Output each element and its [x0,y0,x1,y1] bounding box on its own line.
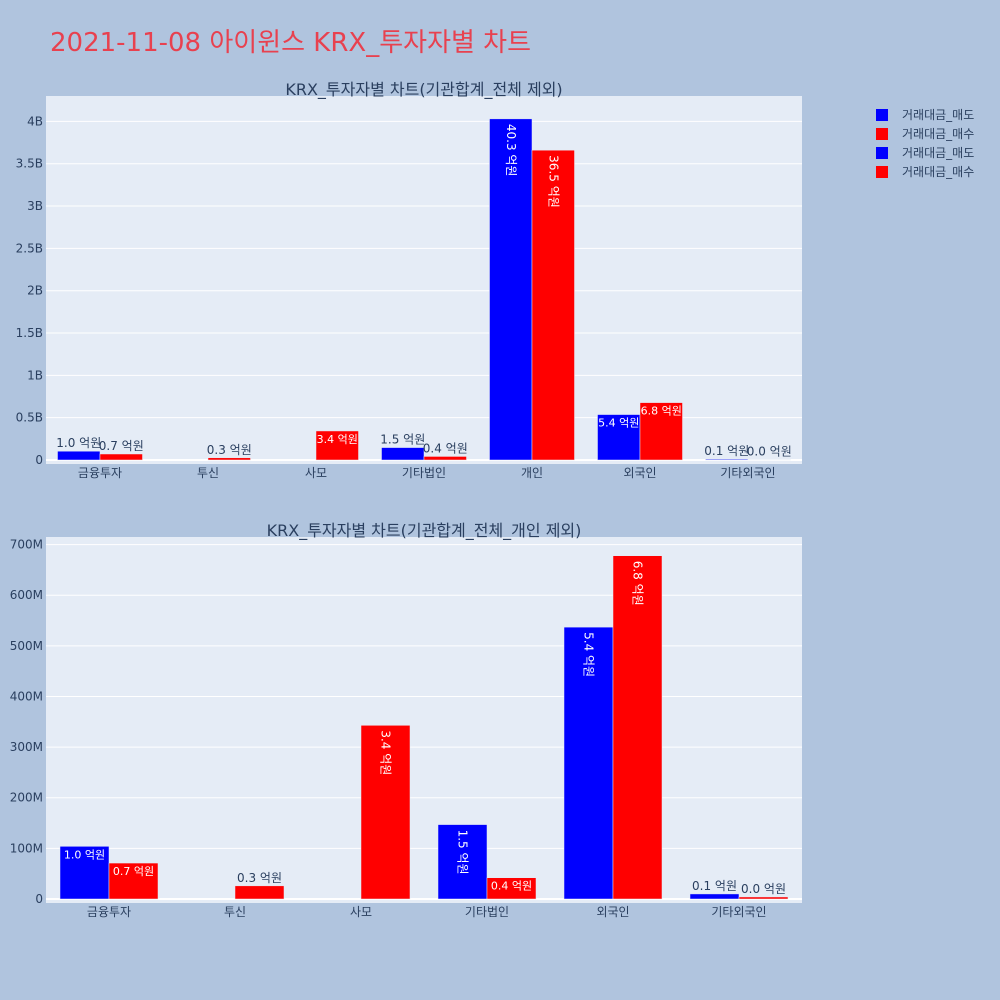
bar-buy [423,456,467,461]
x-tick-label: 금융투자 [78,466,122,480]
x-tick-label: 사모 [305,466,327,480]
data-label: 1.0 억원 [56,436,101,450]
y-tick-label: 4B [27,114,43,128]
legend-label: 거래대금_매도 [902,146,974,160]
bar-buy [612,555,663,900]
bar-buy [639,402,683,461]
data-label: 5.4 억원 [598,417,639,430]
data-label: 0.7 억원 [113,865,154,878]
data-label: 40.3 억원 [504,124,518,177]
x-tick-label: 개인 [521,466,543,480]
bar-buy [738,896,789,900]
data-label: 0.3 억원 [207,443,252,457]
page-title: 2021-11-08 아이윈스 KRX_투자자별 차트 [50,28,532,58]
y-tick-label: 2B [27,284,43,298]
y-tick-label: 1B [27,368,43,382]
bar-buy [108,862,159,900]
data-label: 0.4 억원 [491,880,532,893]
bar-sell [381,447,425,461]
chart-panel-bottom: 0 100M 200M 300M 400M 500M 600M 700M KRX_투자자별 차트… [10,521,802,919]
bar-buy [486,877,537,900]
bar-sell [437,824,488,900]
y-tick-label: 0.5B [16,411,43,425]
bar-buy [360,725,411,900]
x-tick-label: 기타법인 [402,466,446,480]
legend-swatch [876,166,888,178]
x-tick-label: 기타법인 [465,905,509,919]
legend-label: 거래대금_매도 [902,108,974,122]
data-label: 0.0 억원 [741,882,786,896]
y-tick-label: 1.5B [16,326,43,340]
bar-sell [489,118,533,461]
y-tick-label: 100M [10,841,43,855]
bar-sell [705,458,749,461]
legend-label: 거래대금_매수 [902,165,974,179]
data-label: 0.0 억원 [747,445,792,459]
data-label: 5.4 억원 [582,632,596,677]
data-label: 6.8 억원 [631,561,645,606]
data-label: 0.1 억원 [692,879,737,893]
y-tick-label: 700M [10,538,43,552]
legend-swatch [876,147,888,159]
legend-swatch [876,128,888,140]
bar-sell [689,893,740,900]
x-tick-label: 기타외국인 [711,905,766,919]
x-tick-label: 외국인 [596,905,629,919]
chart-panel-top: 0 0.5B 1B 1.5B 2B 2.5B 3B 3.5B 4B KRX_투자자별 차트(기관합… [16,80,802,480]
bar-buy [234,885,285,900]
x-tick-label: 금융투자 [87,905,131,919]
x-tick-label: 투신 [197,466,219,480]
data-label: 3.4 억원 [317,433,358,446]
data-label: 0.4 억원 [423,441,468,455]
y-tick-label: 3.5B [16,157,43,171]
y-tick-label: 600M [10,588,43,602]
chart-title: KRX_투자자별 차트(기관합계_전체 제외) [285,80,562,100]
bar-sell [57,450,101,461]
bar-sell [597,414,641,461]
y-tick-label: 500M [10,639,43,653]
data-label: 6.8 억원 [641,405,682,418]
y-tick-label: 200M [10,791,43,805]
x-tick-label: 기타외국인 [720,466,775,480]
y-tick-label: 3B [27,199,43,213]
data-label: 36.5 억원 [546,155,560,208]
y-tick-label: 0 [35,892,43,906]
x-tick-label: 사모 [350,905,372,919]
data-label: 0.7 억원 [99,439,144,453]
y-tick-label: 2.5B [16,241,43,255]
data-label: 1.5 억원 [380,433,425,447]
x-tick-label: 투신 [224,905,246,919]
data-label: 0.3 억원 [237,871,282,885]
bar-buy [207,457,251,461]
y-tick-label: 300M [10,740,43,754]
legend-swatch [876,109,888,121]
bar-buy [531,149,575,461]
bar-buy [315,430,359,461]
plot-background [46,96,802,464]
plot-background [46,537,802,903]
bar-sell [59,846,110,900]
y-tick-label: 400M [10,689,43,703]
data-label: 1.0 억원 [64,848,105,861]
chart-title: KRX_투자자별 차트(기관합계_전체_개인 제외) [267,521,582,541]
bar-buy [99,453,143,461]
x-tick-label: 외국인 [623,466,656,480]
data-label: 1.5 억원 [456,830,470,875]
legend-label: 거래대금_매수 [902,127,974,141]
data-label: 3.4 억원 [379,730,393,775]
data-label: 0.1 억원 [704,444,749,458]
bar-sell [563,626,614,900]
y-tick-label: 0 [35,453,43,467]
